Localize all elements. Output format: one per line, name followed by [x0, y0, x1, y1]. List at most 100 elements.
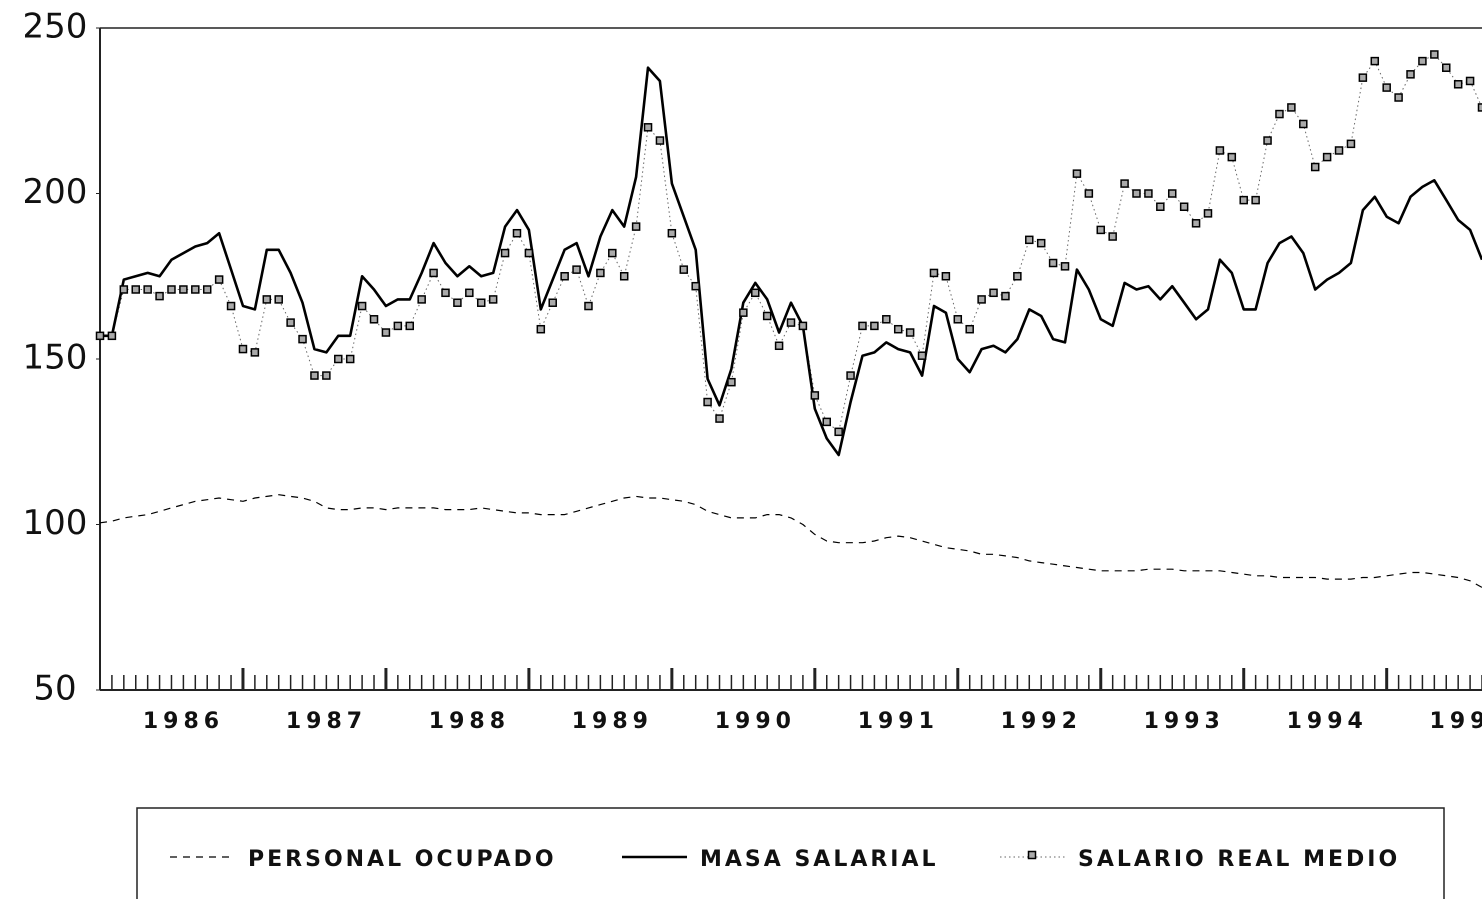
data-point: [405, 321, 415, 331]
data-point: [703, 397, 712, 407]
data-point: [524, 248, 534, 258]
x-tick-label: 1995: [1430, 709, 1482, 734]
data-point: [1465, 76, 1475, 86]
data-point: [1430, 50, 1439, 59]
data-point: [1060, 262, 1070, 271]
data-point: [643, 123, 653, 132]
data-point: [1453, 80, 1463, 89]
data-point: [1299, 119, 1308, 129]
legend-label: SALARIO REAL MEDIO: [1078, 847, 1400, 872]
data-point: [369, 315, 379, 324]
data-point: [274, 295, 283, 304]
legend-marker: [1027, 850, 1037, 860]
data-point: [1072, 169, 1082, 178]
data-point: [1442, 63, 1451, 72]
data-point: [417, 295, 426, 304]
data-point: [822, 417, 831, 427]
y-tick-label: 200: [23, 172, 88, 212]
data-point: [584, 301, 593, 311]
data-point: [882, 315, 891, 324]
data-point: [298, 334, 307, 344]
data-point: [167, 285, 176, 294]
data-point: [1263, 136, 1272, 145]
data-point: [357, 301, 367, 311]
y-tick-label: 50: [33, 669, 76, 709]
data-point: [1251, 195, 1260, 205]
data-point: [596, 268, 605, 278]
data-point: [1144, 189, 1153, 198]
data-point: [572, 265, 581, 274]
data-point: [1203, 209, 1213, 218]
x-tick-label: 1989: [572, 709, 653, 734]
legend-label: MASA SALARIAL: [700, 847, 939, 872]
data-point: [1084, 189, 1094, 198]
series-line: [99, 494, 1482, 588]
data-point: [95, 331, 105, 341]
data-point: [1036, 238, 1046, 248]
data-point: [1179, 202, 1189, 211]
data-point: [393, 321, 403, 331]
data-point: [846, 371, 855, 380]
data-point: [536, 324, 546, 334]
data-point: [786, 318, 796, 327]
data-point: [1013, 272, 1022, 281]
data-point: [1370, 56, 1380, 66]
data-point: [1275, 109, 1284, 119]
data-point: [1001, 291, 1010, 301]
x-tick-label: 1988: [429, 709, 510, 734]
data-point: [727, 377, 736, 387]
data-point: [715, 414, 724, 423]
data-point: [1108, 232, 1117, 241]
data-point: [1322, 152, 1332, 162]
x-tick-label: 1991: [858, 709, 939, 734]
data-point: [1048, 258, 1058, 268]
data-point: [1358, 73, 1368, 82]
data-point: [143, 285, 152, 294]
data-point: [1477, 103, 1482, 112]
data-point: [250, 348, 260, 357]
data-point: [322, 371, 331, 380]
x-tick-label: 1992: [1001, 709, 1082, 734]
legend-label: PERSONAL OCUPADO: [248, 847, 557, 872]
legend-box: [136, 807, 1445, 899]
data-point: [691, 281, 700, 291]
data-point: [465, 288, 474, 298]
data-point: [202, 285, 212, 294]
data-point: [476, 298, 486, 307]
data-point: [858, 321, 867, 331]
x-tick-label: 1987: [286, 709, 367, 734]
data-point: [334, 354, 343, 364]
data-point: [667, 228, 677, 238]
data-point: [453, 298, 462, 307]
data-point: [917, 351, 927, 360]
data-point: [989, 288, 998, 298]
data-point: [131, 285, 140, 294]
data-point: [226, 301, 236, 311]
data-point: [560, 272, 569, 281]
data-point: [1120, 179, 1129, 188]
data-point: [1239, 195, 1248, 205]
x-tick-label: 1990: [715, 709, 796, 734]
series-line: [100, 54, 1482, 433]
data-point: [834, 427, 843, 437]
data-point: [941, 272, 951, 281]
data-point: [429, 268, 438, 278]
data-point: [1310, 162, 1320, 172]
data-point: [1334, 146, 1344, 155]
data-point: [762, 311, 772, 321]
data-point: [155, 291, 164, 301]
y-tick-label: 100: [23, 503, 88, 543]
data-point: [798, 321, 808, 331]
data-point: [1382, 83, 1391, 92]
data-point: [441, 288, 450, 298]
data-point: [310, 371, 319, 380]
data-point: [286, 318, 295, 327]
data-point: [1167, 189, 1177, 198]
data-point: [679, 265, 689, 274]
data-point: [500, 248, 510, 258]
data-point: [1025, 235, 1034, 245]
y-tick-label: 150: [23, 338, 88, 378]
data-point: [751, 288, 760, 298]
data-point: [179, 285, 188, 294]
data-point: [119, 285, 129, 294]
